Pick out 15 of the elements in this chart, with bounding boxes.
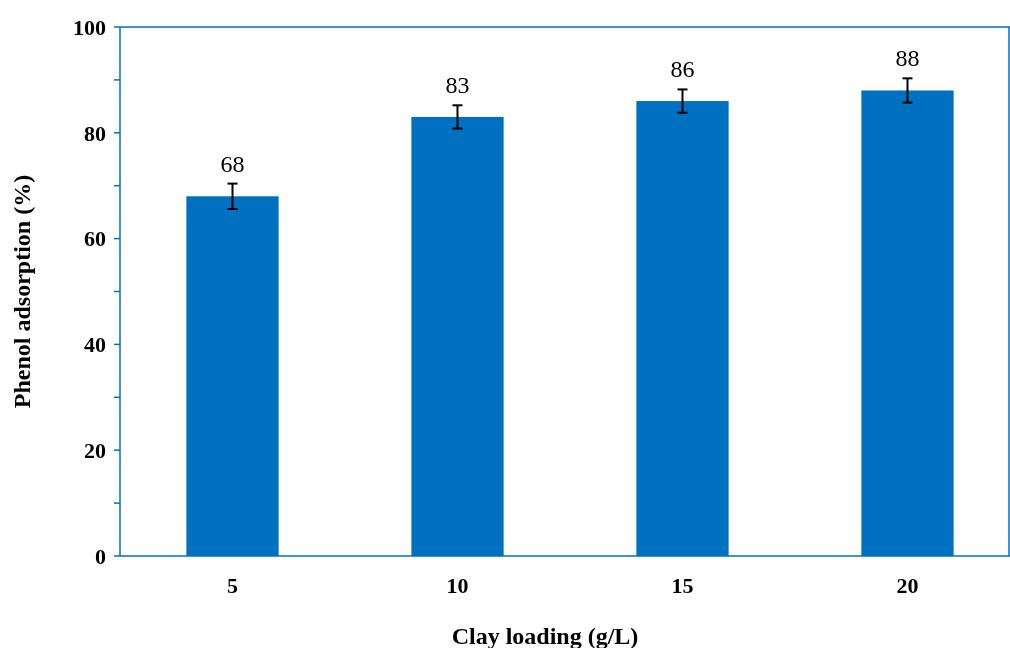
data-label: 86 [670,56,695,83]
y-tick-label: 40 [84,332,106,358]
data-label: 68 [220,150,245,177]
x-tick-label: 15 [671,573,694,598]
y-tick-label: 0 [95,543,106,569]
y-tick-label: 20 [84,437,106,463]
y-tick-label: 60 [84,226,106,252]
x-tick-label: 20 [896,573,919,598]
y-tick-label: 80 [84,120,106,146]
data-label: 83 [445,72,470,99]
y-tick-label: 100 [73,14,106,40]
x-tick-label: 5 [227,573,238,598]
y-axis-title: Phenol adsorption (%) [9,174,35,409]
data-label: 88 [895,45,920,72]
x-tick-label: 10 [446,573,469,598]
